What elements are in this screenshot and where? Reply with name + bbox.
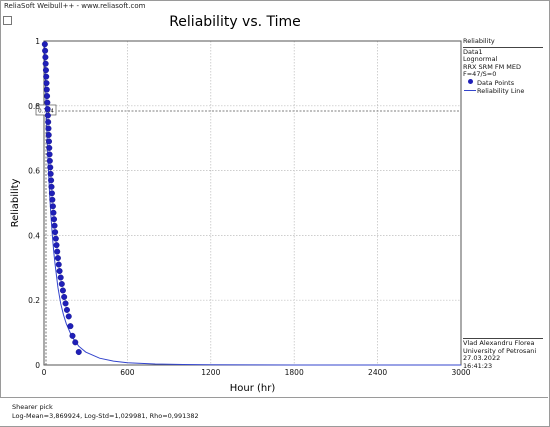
y-tick-label: 0	[35, 361, 40, 370]
legend-line-failures: F=47/S=0	[463, 70, 497, 79]
data-point	[75, 349, 82, 356]
data-point	[43, 86, 50, 93]
data-point	[69, 332, 76, 339]
data-point	[44, 112, 51, 119]
y-tick-label: 0.8	[28, 102, 40, 111]
data-point	[56, 268, 63, 275]
data-point	[61, 293, 68, 300]
data-point	[45, 125, 52, 132]
x-tick-label: 1200	[201, 368, 220, 377]
data-point	[67, 323, 74, 330]
footer-title: Shearer pick	[12, 403, 53, 411]
x-tick-label: 0	[42, 368, 47, 377]
legend-line-distribution: Lognormal	[463, 55, 498, 64]
data-point	[42, 67, 49, 74]
legend-header: Reliability	[463, 37, 543, 48]
x-tick-label: 1800	[285, 368, 304, 377]
data-point	[50, 209, 57, 216]
y-axis-label: Reliability	[10, 178, 21, 227]
legend-item-label: Data Points	[477, 78, 515, 87]
reliability-line	[43, 41, 461, 366]
y-tick-label: 1	[35, 37, 40, 46]
y-tick-label: 0.4	[28, 231, 40, 240]
data-point	[47, 170, 54, 177]
author-time: 16:41:23	[463, 361, 493, 370]
data-point-marker-icon	[467, 79, 473, 85]
data-point	[72, 339, 79, 346]
legend: Reliability Data1 Lognormal RRX SRM FM M…	[463, 37, 543, 96]
data-point	[41, 41, 48, 48]
x-tick-label: 2400	[368, 368, 387, 377]
x-tick-label: 600	[120, 368, 135, 377]
data-point	[42, 47, 49, 54]
legend-line-data: Data1	[463, 47, 483, 56]
footer-panel: Shearer pick Log-Mean=3,869924, Log-Std=…	[0, 397, 548, 426]
data-point	[52, 235, 59, 242]
data-point	[62, 300, 69, 307]
data-point	[44, 93, 51, 100]
data-point	[58, 281, 65, 288]
legend-item-data-points: Data Points	[463, 79, 543, 87]
data-point	[46, 151, 53, 158]
data-point	[54, 248, 61, 255]
data-point	[46, 138, 53, 145]
data-point	[46, 144, 53, 151]
data-point	[52, 229, 59, 236]
plot-area	[43, 40, 462, 366]
y-tick-label: 0.6	[28, 167, 40, 176]
corner-box-icon	[3, 16, 12, 25]
legend-item-reliability-line: Reliability Line	[463, 87, 543, 95]
legend-line-method: RRX SRM FM MED	[463, 62, 522, 71]
data-point	[48, 177, 55, 184]
data-point	[51, 222, 58, 229]
app-title: ReliaSoft Weibull++ - www.reliasoft.com	[4, 2, 146, 10]
data-point	[48, 190, 55, 197]
data-point	[65, 313, 72, 320]
author-name: Vlad Alexandru Florea	[463, 339, 535, 347]
data-point	[55, 261, 62, 268]
data-point	[51, 216, 58, 223]
legend-item-label: Reliability Line	[477, 87, 525, 96]
line-marker-icon	[464, 89, 476, 91]
author-date: 27.03.2022	[463, 354, 501, 363]
data-point	[46, 157, 53, 164]
data-point	[44, 99, 51, 106]
data-point	[49, 196, 56, 203]
data-point	[43, 80, 50, 87]
x-axis-label: Hour (hr)	[230, 383, 276, 394]
author-info: Vlad Alexandru Florea University of Petr…	[463, 338, 543, 370]
data-point	[53, 242, 60, 249]
data-point	[49, 203, 56, 210]
footer-params: Log-Mean=3,869924, Log-Std=1,029981, Rho…	[12, 412, 199, 420]
x-tick-label: 3000	[451, 368, 470, 377]
chart-title: Reliability vs. Time	[169, 14, 301, 30]
data-point	[59, 287, 66, 294]
data-point	[44, 106, 51, 113]
author-org: University of Petrosani	[463, 346, 537, 355]
data-point	[57, 274, 64, 281]
data-point	[48, 183, 55, 190]
data-point	[54, 255, 61, 262]
data-point	[42, 54, 49, 61]
data-point	[45, 131, 52, 138]
data-point	[42, 60, 49, 67]
data-point	[47, 164, 54, 171]
data-point	[45, 118, 52, 125]
data-point	[63, 306, 70, 313]
y-tick-label: 0.2	[28, 296, 40, 305]
data-point	[43, 73, 50, 80]
